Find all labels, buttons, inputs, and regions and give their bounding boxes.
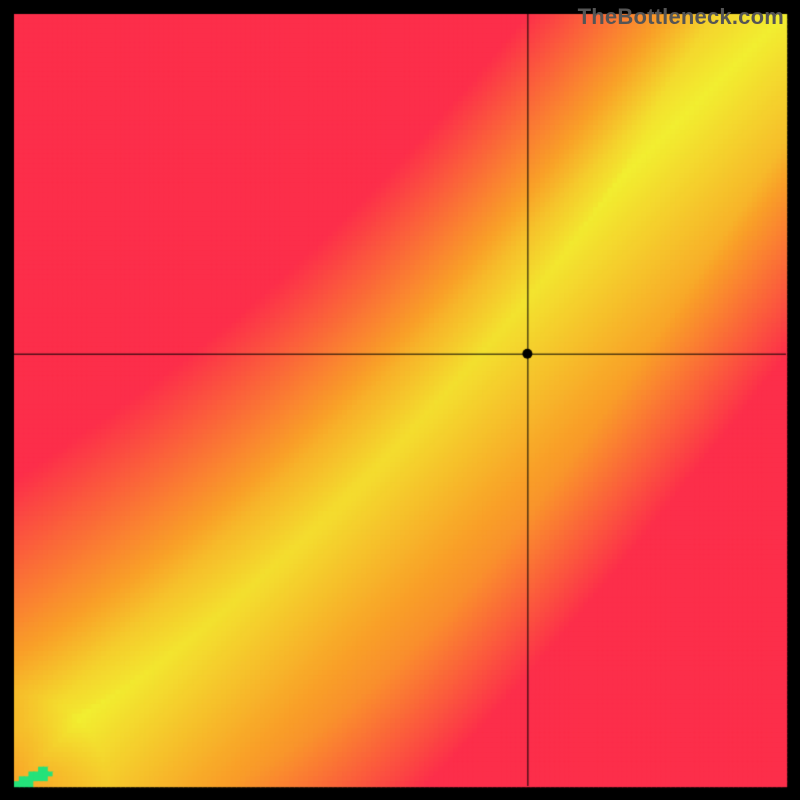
chart-container: TheBottleneck.com xyxy=(0,0,800,800)
bottleneck-heatmap xyxy=(0,0,800,800)
watermark-text: TheBottleneck.com xyxy=(578,4,784,30)
